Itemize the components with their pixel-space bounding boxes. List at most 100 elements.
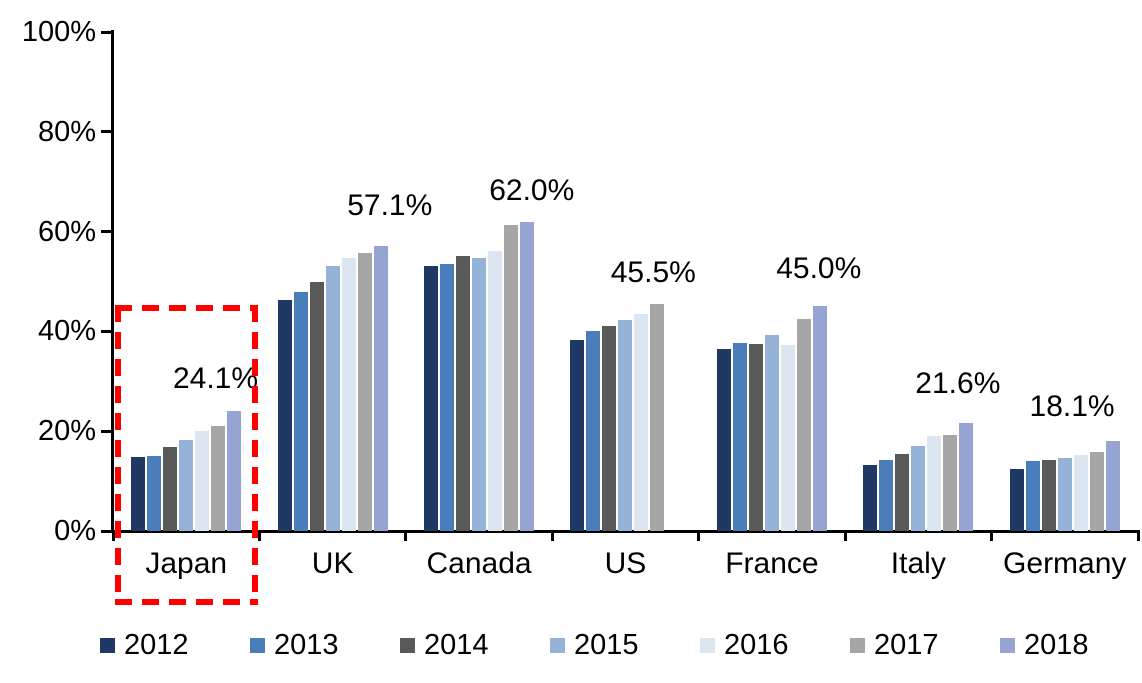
x-tick-mark [1136,531,1140,541]
category-label-canada: Canada [426,547,532,580]
bar-japan-2016 [195,431,210,531]
category-label-us: US [604,547,647,580]
highlight-box-edge [115,305,121,605]
highlight-box-edge [115,305,258,311]
legend-item-2013: 2013 [250,630,400,660]
x-tick-mark [990,531,994,541]
bar-italy-2013 [879,459,894,531]
bar-germany-2017 [1089,452,1104,531]
y-axis-line [111,30,114,533]
bar-france-2012 [716,348,731,531]
bar-italy-2015 [911,446,926,531]
y-tick-label: 60% [37,215,96,248]
bar-japan-2013 [147,456,162,531]
legend-item-2018: 2018 [1000,630,1142,660]
x-axis-line [104,530,1140,533]
legend-swatch-2015 [550,637,565,653]
bar-france-2015 [764,335,779,531]
bar-group-germany: 18.1% [992,32,1138,531]
y-tick-label: 0% [54,515,96,547]
bar-uk-2018 [373,246,388,531]
plot-area: 24.1% 57.1% 62.0% 45.5% 45.0% 21.6% 18.1% [113,32,1138,531]
legend-label: 2014 [424,629,489,661]
bar-france-2016 [780,344,795,531]
legend: 2012 2013 2014 2015 2016 2017 2018 [100,630,1142,660]
legend-swatch-2017 [850,637,865,653]
bars [259,32,405,531]
legend-item-2012: 2012 [100,630,250,660]
bar-us-2014 [602,325,617,531]
bars [113,32,259,531]
data-label-canada: 62.0% [489,174,575,208]
y-tick-mark [101,529,111,533]
bars [552,32,698,531]
data-label-italy: 21.6% [915,366,1001,400]
bar-germany-2015 [1057,457,1072,531]
bar-italy-2018 [959,423,974,531]
bar-us-2015 [618,320,633,531]
legend-swatch-2014 [400,637,415,653]
x-tick-mark [697,531,701,541]
legend-label: 2016 [724,629,789,661]
bar-italy-2012 [863,464,878,531]
bar-canada-2015 [472,258,487,531]
bar-canada-2018 [520,221,535,531]
category-label-italy: Italy [890,547,946,580]
bar-italy-2014 [895,453,910,531]
y-tick-label: 20% [37,415,96,448]
bar-japan-2014 [163,447,178,531]
bar-japan-2017 [211,425,226,531]
bar-germany-2013 [1025,461,1040,531]
bar-italy-2016 [927,435,942,531]
legend-label: 2013 [274,629,339,661]
bar-france-2013 [732,343,747,531]
category-label-uk: UK [311,547,354,580]
y-tick-mark [101,329,111,333]
x-tick-mark [257,531,261,541]
bar-group-france: 45.0% [699,32,861,531]
bars [406,32,552,531]
category-label-germany: Germany [1003,547,1127,580]
bar-japan-2012 [131,457,146,531]
x-tick-mark [404,531,408,541]
legend-swatch-2016 [700,637,715,653]
legend-swatch-2013 [250,637,265,653]
bar-group-italy: 21.6% [845,32,1000,531]
bar-germany-2012 [1009,469,1024,531]
bar-group-uk: 57.1% [259,32,432,531]
bar-italy-2017 [943,434,958,531]
bar-group-japan: 24.1% [113,32,259,531]
bar-germany-2014 [1041,460,1056,531]
bar-uk-2016 [341,258,356,531]
x-tick-mark [843,531,847,541]
y-tick-mark [101,130,111,134]
bar-france-2018 [812,306,827,531]
bar-canada-2017 [504,224,519,531]
bar-france-2014 [748,343,763,531]
y-tick-mark [101,230,111,234]
y-tick-mark [101,30,111,34]
bar-canada-2014 [456,255,471,531]
category-label-france: France [725,547,819,580]
bar-us-2013 [586,331,601,531]
bar-canada-2013 [440,264,455,531]
data-label-japan: 24.1% [172,361,259,395]
bars [845,32,991,531]
y-tick-mark [101,429,111,433]
y-tick-label: 40% [37,315,96,348]
legend-swatch-2018 [1000,637,1015,653]
bar-japan-2015 [179,440,194,531]
data-label-uk: 57.1% [347,189,433,223]
y-tick-label: 100% [21,16,96,48]
legend-label: 2017 [874,629,939,661]
bar-uk-2012 [277,299,292,531]
bar-canada-2016 [488,250,503,531]
bar-canada-2012 [424,266,439,531]
legend-item-2015: 2015 [550,630,700,660]
bar-group-us: 45.5% [552,32,698,531]
legend-swatch-2012 [100,637,115,653]
bar-germany-2016 [1073,454,1088,531]
legend-label: 2012 [124,629,189,661]
bar-france-2017 [796,319,811,531]
